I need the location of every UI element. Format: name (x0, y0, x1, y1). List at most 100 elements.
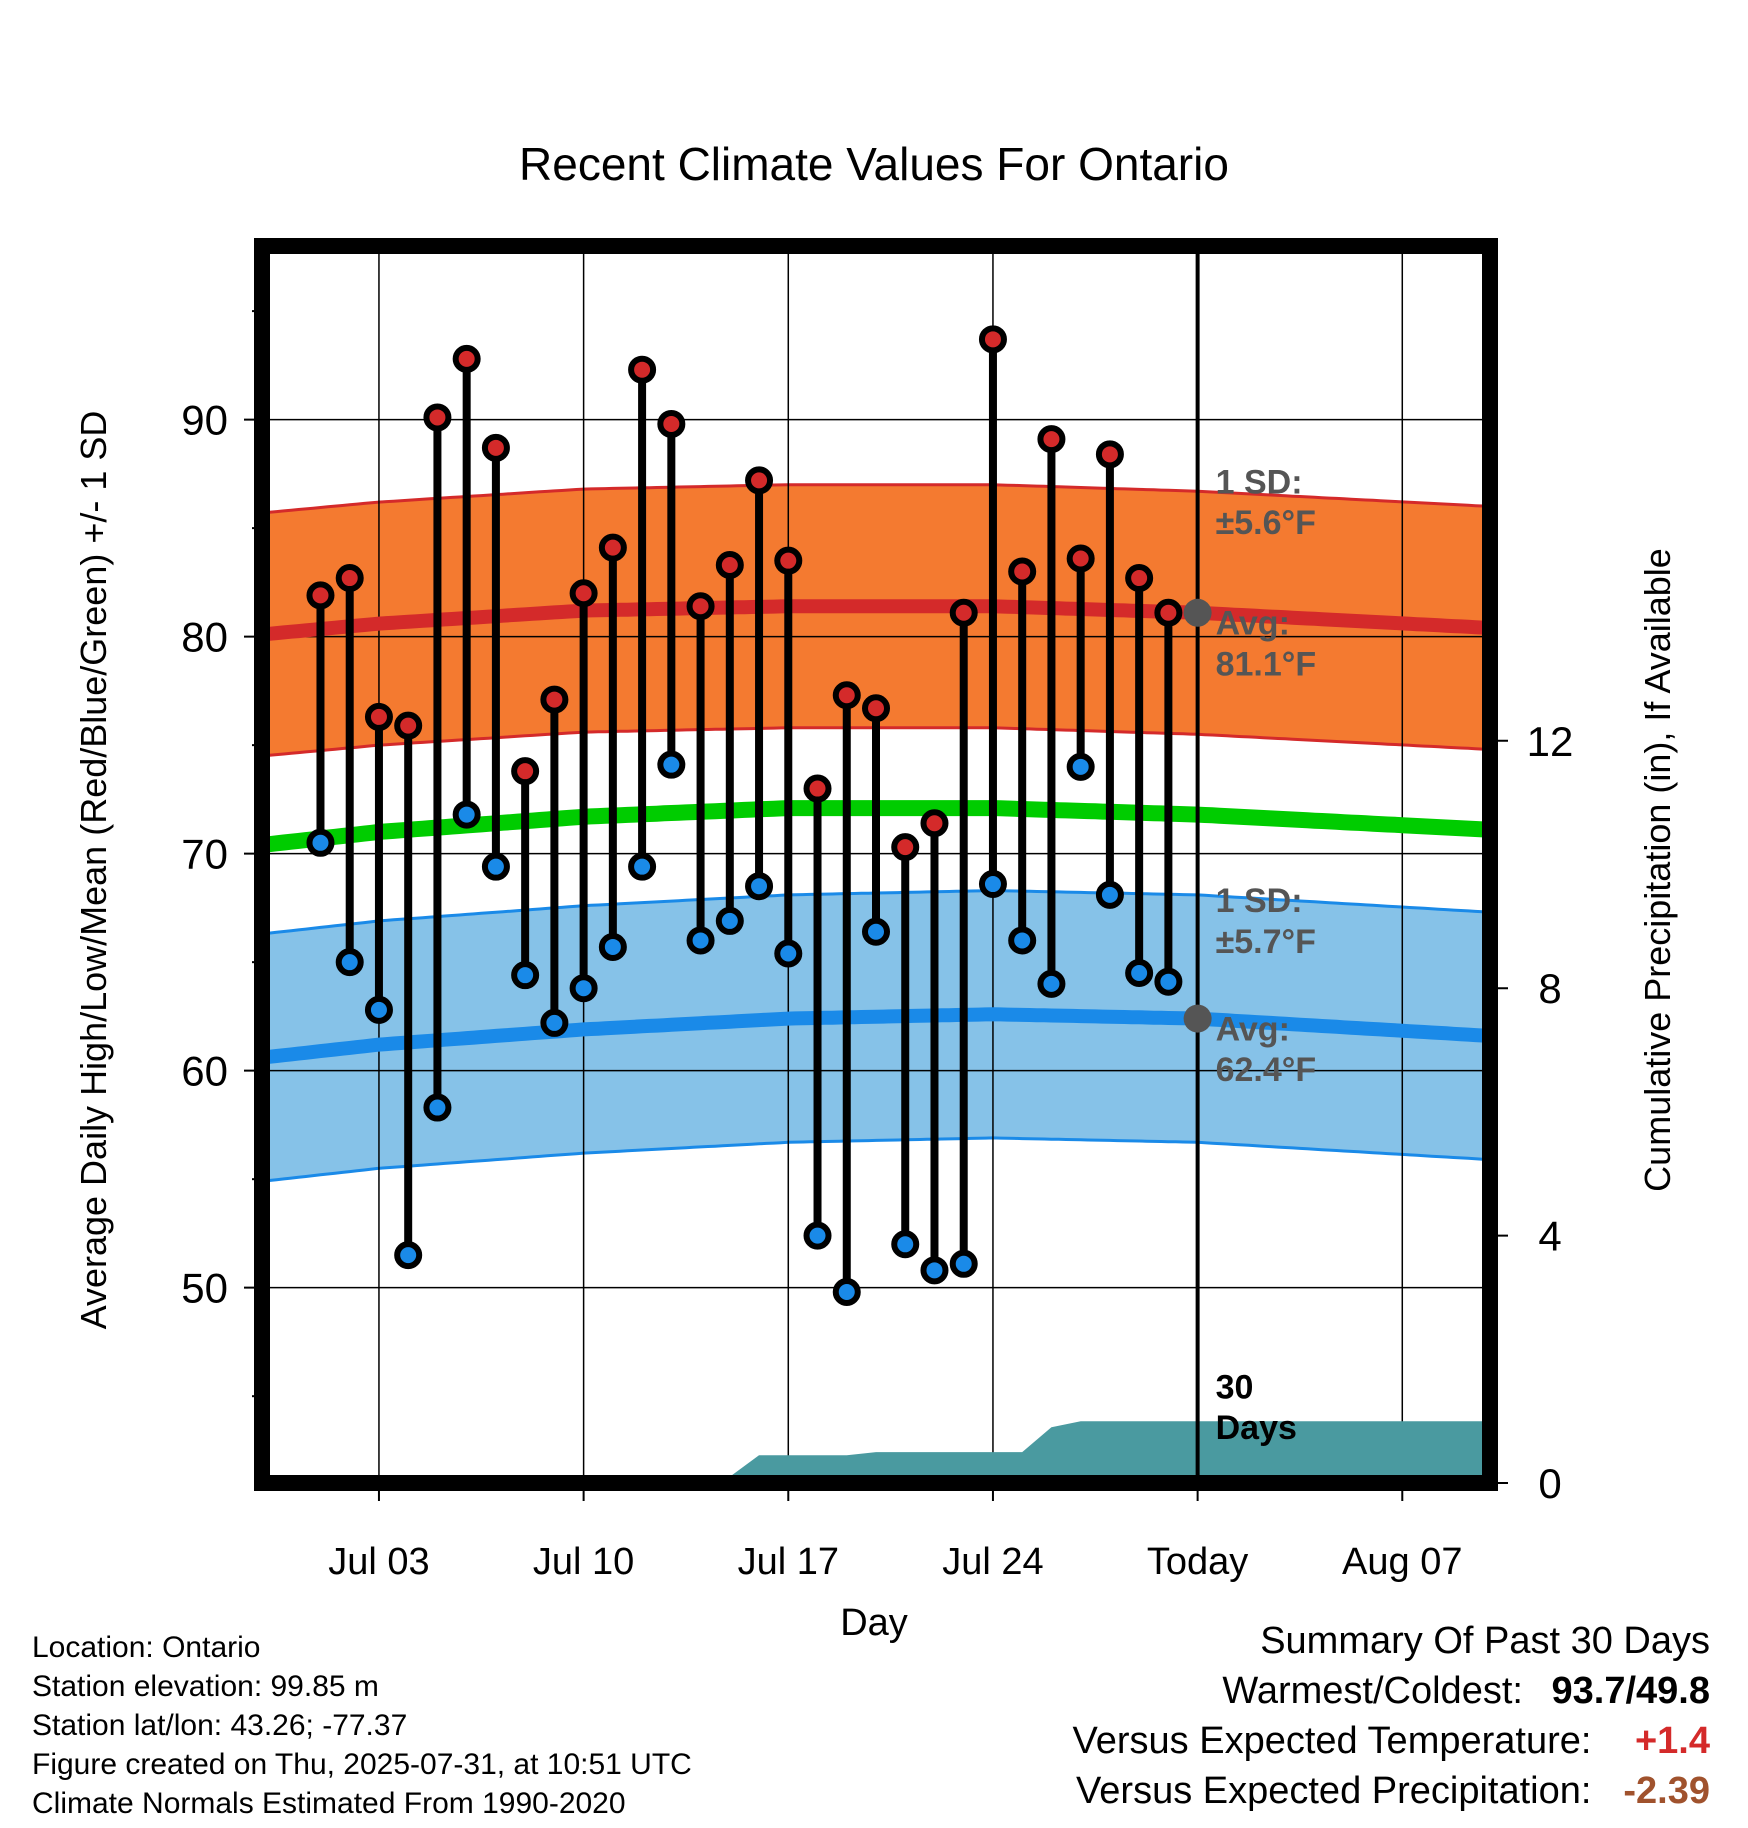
daily-high-point (1066, 544, 1095, 573)
daily-low-point (628, 852, 657, 881)
period-label: 30 Days (1216, 1368, 1297, 1447)
daily-high-point (891, 833, 920, 862)
daily-high-point (920, 809, 949, 838)
daily-high-point (306, 581, 335, 610)
daily-high-point (628, 355, 657, 384)
daily-low-point (569, 974, 598, 1003)
created-text: Figure created on Thu, 2025-07-31, at 10… (32, 1748, 692, 1781)
summary-panel: Summary Of Past 30 Days Warmest/Coldest:… (1073, 1616, 1710, 1816)
daily-low-point (598, 932, 627, 961)
daily-low-point (306, 828, 335, 857)
low-sd-lower-line (262, 1136, 1490, 1183)
daily-high-point (481, 433, 510, 462)
daily-low-point (832, 1278, 861, 1307)
summary-warm-cold-row: Warmest/Coldest: 93.7/49.8 (1073, 1666, 1710, 1716)
daily-high-point (745, 466, 774, 495)
daily-low-point (1037, 969, 1066, 998)
temp-value: +1.4 (1634, 1720, 1710, 1762)
daily-high-point (862, 694, 890, 723)
daily-low-point (803, 1221, 832, 1250)
daily-high-point (569, 579, 598, 608)
daily-low-point (920, 1256, 949, 1285)
high-sd-band (262, 484, 1490, 756)
low-sd-band (262, 890, 1490, 1182)
daily-high-point (949, 598, 978, 627)
y2-tick-label: 12 (1527, 718, 1574, 765)
x-tick-label: Jul 03 (328, 1541, 429, 1583)
daily-low-point (364, 995, 393, 1024)
daily-low-point (891, 1230, 920, 1259)
y-tick-label: 90 (181, 397, 228, 444)
daily-high-point (686, 592, 715, 621)
y2-axis-label: Cumulative Precipitation (in), If Availa… (1637, 548, 1678, 1192)
warm-cold-value: 93.7/49.8 (1551, 1670, 1710, 1712)
low-avg-annotation-line: Avg: (1216, 1010, 1290, 1048)
y-tick-label: 50 (181, 1265, 228, 1312)
precip-value: -2.39 (1623, 1770, 1710, 1812)
warm-cold-label: Warmest/Coldest: (1222, 1670, 1523, 1712)
daily-low-point (1154, 967, 1183, 996)
daily-high-point (803, 774, 832, 803)
daily-high-point (598, 533, 627, 562)
daily-low-point (657, 750, 686, 779)
daily-high-point (1095, 440, 1124, 469)
daily-low-point (511, 961, 540, 990)
high-avg-annotation-line: 81.1°F (1216, 645, 1317, 683)
daily-high-point (774, 546, 803, 575)
low-avg-annotation: Avg: 62.4°F (1216, 1010, 1317, 1089)
y2-tick-label: 4 (1538, 1213, 1561, 1260)
daily-high-point (394, 711, 423, 740)
daily-low-point (335, 948, 364, 977)
latlon-text: Station lat/lon: 43.26; -77.37 (32, 1709, 408, 1742)
daily-high-point (364, 702, 393, 731)
daily-low-point (1095, 880, 1124, 909)
x-tick-label: Today (1147, 1541, 1248, 1583)
today-avg-high-marker (1183, 598, 1212, 627)
daily-high-point (832, 681, 861, 710)
y-axis-label: Average Daily High/Low/Mean (Red/Blue/Gr… (73, 411, 114, 1330)
daily-high-point (452, 344, 481, 373)
daily-high-point (657, 409, 686, 438)
high-avg-annotation-line: Avg: (1216, 604, 1290, 642)
chart-title: Recent Climate Values For Ontario (519, 138, 1229, 190)
daily-high-point (978, 325, 1007, 354)
summary-precip-row: Versus Expected Precipitation: -2.39 (1073, 1766, 1710, 1816)
y-tick-label: 80 (181, 614, 228, 661)
daily-low-point (862, 917, 890, 946)
low-sd-annotation: 1 SD: ±5.7°F (1216, 882, 1316, 961)
daily-high-point (1125, 564, 1154, 593)
daily-low-point (452, 800, 481, 829)
daily-low-point (423, 1093, 452, 1122)
daily-low-point (686, 926, 715, 955)
y-tick-label: 60 (181, 1048, 228, 1095)
elevation-text: Station elevation: 99.85 m (32, 1670, 379, 1703)
summary-temp-row: Versus Expected Temperature: +1.4 (1073, 1716, 1710, 1766)
chart-title-group: Recent Climate Values For Ontario (519, 138, 1229, 190)
x-tick-label: Jul 17 (738, 1541, 839, 1583)
x-axis-label: Day (840, 1602, 908, 1644)
daily-low-point (949, 1249, 978, 1278)
high-sd-annotation-line: 1 SD: (1216, 463, 1303, 501)
daily-high-point (715, 551, 744, 580)
high-sd-annotation: 1 SD: ±5.6°F (1216, 463, 1316, 542)
low-sd-annotation-line: 1 SD: (1216, 882, 1303, 920)
normals-text: Climate Normals Estimated From 1990-2020 (32, 1787, 626, 1820)
low-avg-annotation-line: 62.4°F (1216, 1051, 1317, 1089)
plot-inner (262, 246, 1490, 1483)
daily-high-point (511, 757, 540, 786)
period-label-line: Days (1216, 1409, 1297, 1447)
summary-title: Summary Of Past 30 Days (1260, 1620, 1710, 1662)
daily-low-point (394, 1241, 423, 1270)
daily-low-point (481, 852, 510, 881)
y2-tick-label: 0 (1538, 1460, 1561, 1507)
x-tick-label: Jul 10 (533, 1541, 634, 1583)
daily-high-point (335, 564, 364, 593)
precip-label: Versus Expected Precipitation: (1076, 1770, 1592, 1812)
x-tick-label: Jul 24 (942, 1541, 1043, 1583)
period-label-line: 30 (1216, 1368, 1254, 1406)
y2-tick-label: 8 (1538, 965, 1561, 1012)
daily-high-point (1008, 557, 1037, 586)
plot-frame (254, 238, 1498, 1491)
low-sd-annotation-line: ±5.7°F (1216, 923, 1316, 961)
